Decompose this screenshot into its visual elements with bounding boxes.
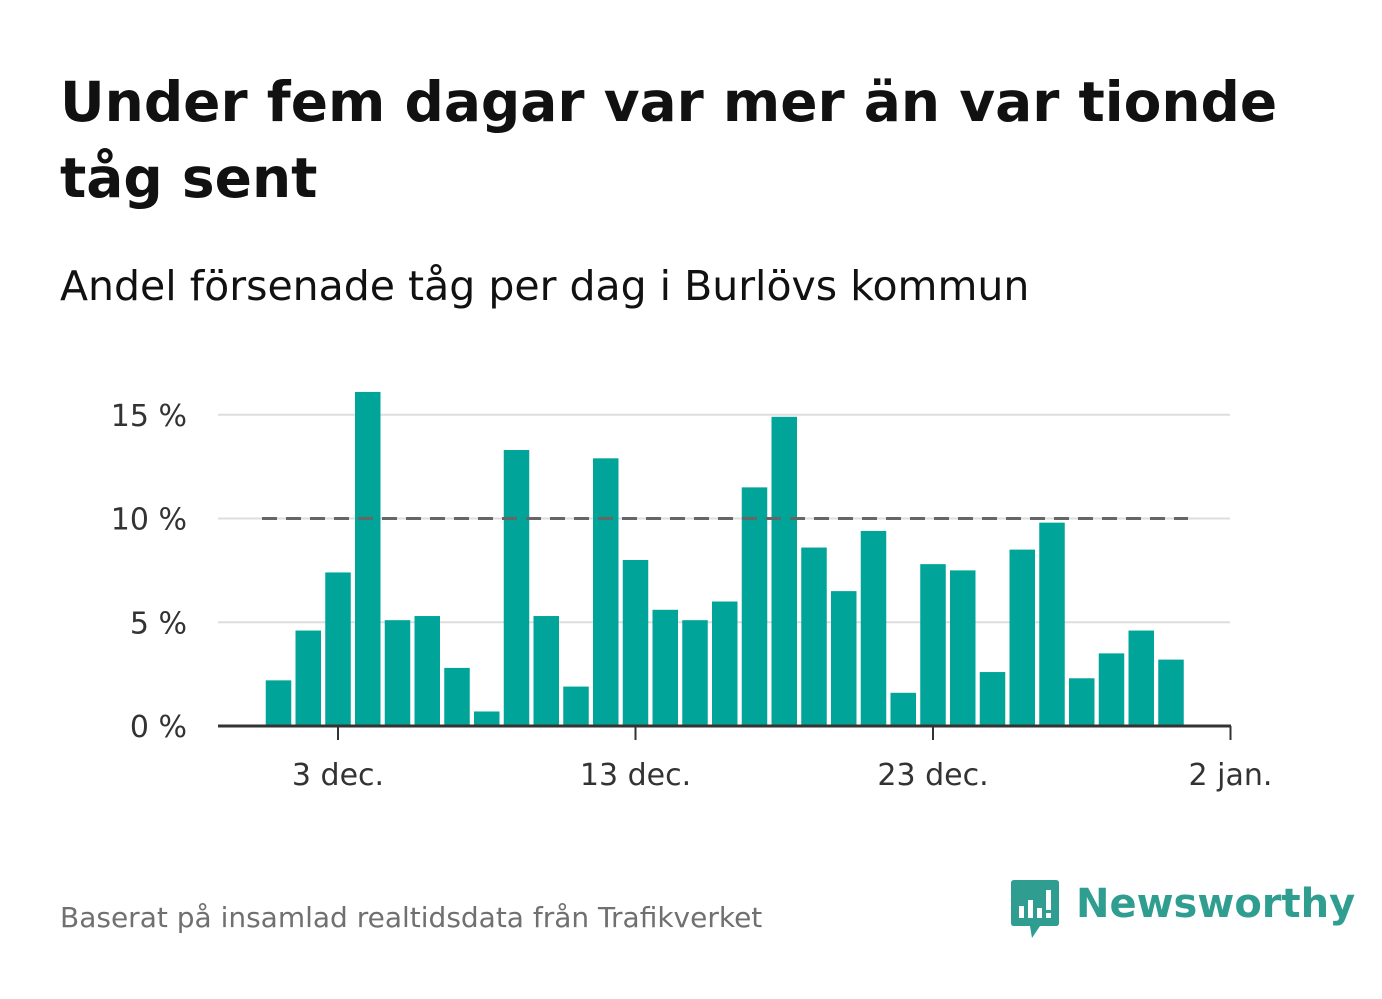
bar bbox=[1128, 630, 1154, 726]
bar bbox=[593, 458, 619, 726]
newsworthy-logo-icon bbox=[1011, 880, 1059, 938]
bar bbox=[920, 564, 946, 726]
bar bbox=[741, 487, 768, 726]
bar bbox=[503, 450, 530, 726]
chart-title: Under fem dagar var mer än var tionde tå… bbox=[60, 70, 1278, 210]
x-tick-label: 3 dec. bbox=[292, 758, 384, 793]
bar bbox=[950, 570, 976, 726]
bar bbox=[712, 601, 738, 726]
bar bbox=[1039, 522, 1065, 726]
bar bbox=[1098, 653, 1125, 726]
bar bbox=[355, 391, 381, 726]
x-tick-label: 23 dec. bbox=[877, 758, 988, 793]
x-tick-label: 13 dec. bbox=[580, 758, 691, 793]
bar bbox=[414, 616, 440, 726]
y-tick-label: 5 % bbox=[130, 606, 187, 641]
bar bbox=[444, 667, 470, 726]
y-tick-label: 10 % bbox=[111, 503, 187, 538]
bar bbox=[652, 609, 678, 726]
axes: 0 % 5 % 10 % 15 % 3 dec. 13 dec. 23 dec. 2 jan. bbox=[111, 399, 1273, 793]
bar bbox=[563, 686, 589, 726]
bar bbox=[831, 591, 857, 726]
x-tick-label: 2 jan. bbox=[1189, 758, 1273, 793]
chart-subtitle: Andel försenade tåg per dag i Burlövs ko… bbox=[60, 262, 1030, 310]
bar bbox=[474, 711, 500, 726]
bar bbox=[295, 630, 321, 726]
bars bbox=[265, 391, 1184, 726]
bar bbox=[325, 572, 351, 726]
bar bbox=[622, 560, 649, 726]
bar bbox=[1009, 549, 1035, 726]
bar-chart: 0 % 5 % 10 % 15 % 3 dec. 13 dec. 23 dec. 2 jan. bbox=[111, 391, 1273, 793]
bar bbox=[979, 672, 1006, 726]
source-note: Baserat på insamlad realtidsdata från Tr… bbox=[60, 901, 763, 934]
bar bbox=[1069, 678, 1095, 726]
bar bbox=[265, 680, 292, 726]
bar bbox=[801, 547, 827, 726]
bar bbox=[771, 416, 797, 726]
bar bbox=[533, 616, 559, 726]
bar bbox=[682, 620, 708, 726]
bar bbox=[890, 692, 916, 726]
logo-wordmark: Newsworthy bbox=[1076, 881, 1356, 927]
y-tick-label: 15 % bbox=[111, 399, 187, 434]
bar bbox=[860, 530, 887, 726]
bar bbox=[1158, 659, 1184, 726]
y-tick-label: 0 % bbox=[130, 710, 187, 745]
bar bbox=[384, 620, 411, 726]
newsworthy-logo: Newsworthy bbox=[1010, 878, 1355, 940]
